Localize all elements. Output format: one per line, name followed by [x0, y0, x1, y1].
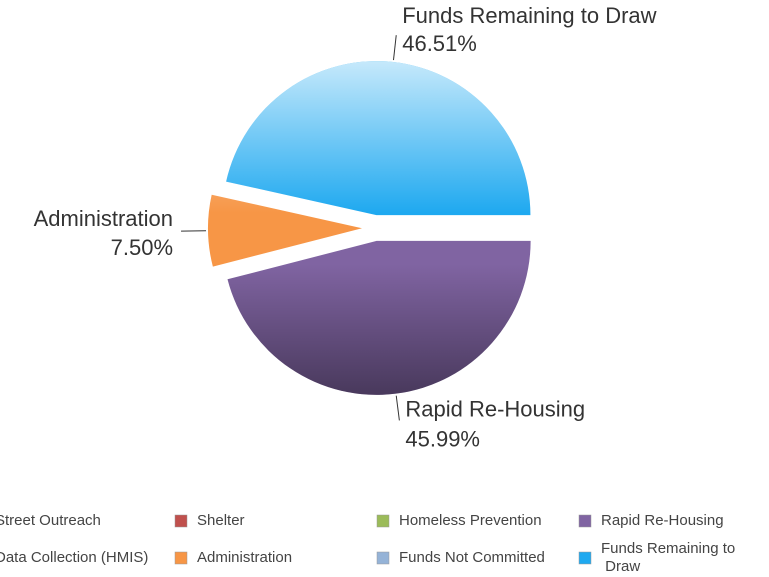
legend-swatch	[174, 551, 188, 565]
legend-label: Funds Not Committed	[399, 549, 545, 566]
legend-label: Funds Remaining to Draw	[601, 540, 735, 575]
legend-label: Data Collection (HMIS)	[0, 549, 148, 566]
legend-swatch	[578, 551, 592, 565]
legend-swatch	[578, 514, 592, 528]
legend-label: Rapid Re-Housing	[601, 512, 724, 529]
legend-swatch	[376, 514, 390, 528]
leader-line	[392, 35, 397, 61]
legend-label: Administration	[197, 549, 292, 566]
slice-shade	[227, 240, 531, 395]
slice-name: Funds Remaining to Draw	[402, 3, 656, 28]
slice-shade	[226, 61, 531, 216]
legend-swatch	[376, 551, 390, 565]
slice-value: 46.51%	[402, 31, 477, 56]
slice-shade	[208, 194, 363, 267]
leader-line	[395, 395, 400, 421]
slice-value: 7.50%	[111, 235, 173, 260]
legend-label: Homeless Prevention	[399, 512, 542, 529]
slice-value: 45.99%	[405, 426, 480, 451]
legend-swatch	[174, 514, 188, 528]
legend-label: Shelter	[197, 512, 245, 529]
slice-name: Rapid Re-Housing	[405, 396, 585, 421]
legend-label: Street Outreach	[0, 512, 101, 529]
slice-name: Administration	[34, 206, 173, 231]
